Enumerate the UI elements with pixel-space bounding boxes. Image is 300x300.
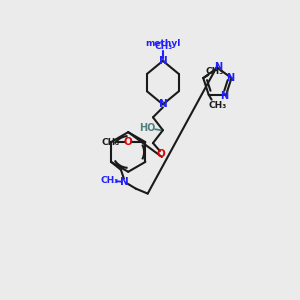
Text: N: N xyxy=(119,177,128,187)
Text: N: N xyxy=(158,56,167,66)
Text: methyl: methyl xyxy=(145,40,181,49)
Text: CH₃: CH₃ xyxy=(208,101,227,110)
Text: N: N xyxy=(158,99,167,110)
Text: CH₃: CH₃ xyxy=(101,176,119,185)
Text: N: N xyxy=(226,73,235,83)
Text: N: N xyxy=(214,62,222,72)
Text: HO: HO xyxy=(139,123,155,133)
Text: CH₃: CH₃ xyxy=(205,67,223,76)
Text: O: O xyxy=(157,149,165,159)
Text: CH₃: CH₃ xyxy=(102,138,120,147)
Text: CH₃: CH₃ xyxy=(155,43,173,52)
Text: N: N xyxy=(220,91,228,100)
Text: O: O xyxy=(123,137,132,147)
